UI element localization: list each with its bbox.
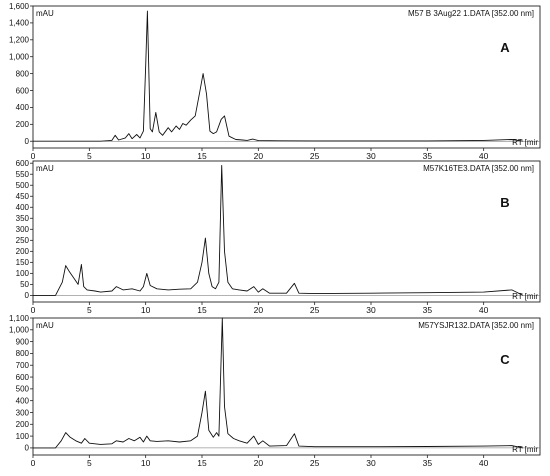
- y-tick-label: 900: [16, 337, 30, 346]
- panel-letter: B: [500, 195, 509, 210]
- y-tick-label: 300: [16, 408, 30, 417]
- y-tick-label: 100: [16, 432, 30, 441]
- x-tick-label: 15: [197, 305, 207, 315]
- y-tick-label: 600: [16, 159, 30, 168]
- y-tick-label: 800: [16, 349, 30, 358]
- y-tick-label: 600: [16, 86, 30, 95]
- y-tick-label: 350: [16, 214, 30, 223]
- panel-letter: C: [500, 352, 510, 367]
- x-tick-label: 30: [366, 151, 376, 161]
- x-tick-label: 5: [87, 458, 92, 468]
- y-tick-label: 1,400: [9, 19, 30, 28]
- y-tick-label: 200: [16, 247, 30, 256]
- plot-frame: [32, 160, 541, 303]
- x-tick-label: 10: [141, 151, 151, 161]
- file-label: M57YSJR132.DATA [352.00 nm]: [418, 321, 534, 330]
- y-tick-label: 300: [16, 225, 30, 234]
- x-tick-label: 15: [197, 151, 207, 161]
- x-tick-label: 35: [423, 151, 433, 161]
- y-tick-label: 200: [16, 120, 30, 129]
- file-label: M57 B 3Aug22 1.DATA [352.00 nm]: [408, 9, 534, 18]
- y-tick-label: 0: [25, 444, 30, 453]
- x-tick-label: 25: [310, 151, 320, 161]
- y-axis-unit-label: mAU: [36, 164, 54, 173]
- y-tick-label: 1,100: [9, 314, 30, 323]
- x-tick-label: 10: [141, 458, 151, 468]
- x-tick-label: 30: [366, 305, 376, 315]
- y-tick-label: 550: [16, 170, 30, 179]
- x-tick-label: 40: [479, 458, 489, 468]
- y-tick-label: 500: [16, 181, 30, 190]
- x-tick-label: 35: [423, 305, 433, 315]
- y-tick-label: 450: [16, 192, 30, 201]
- y-tick-label: 500: [16, 385, 30, 394]
- x-tick-label: 5: [87, 151, 92, 161]
- y-tick-label: 0: [25, 291, 30, 300]
- chromatogram-trace: [33, 10, 524, 142]
- y-axis-unit-label: mAU: [36, 9, 54, 18]
- x-tick-label: 20: [254, 458, 264, 468]
- chromatogram-trace: [33, 317, 524, 449]
- y-tick-label: 400: [16, 203, 30, 212]
- x-tick-label: 10: [141, 305, 151, 315]
- x-tick-label: 15: [197, 458, 207, 468]
- y-tick-label: 400: [16, 103, 30, 112]
- x-tick-label: 40: [479, 305, 489, 315]
- x-tick-label: 35: [423, 458, 433, 468]
- x-tick-label: 0: [31, 151, 36, 161]
- x-tick-label: 0: [31, 305, 36, 315]
- y-tick-label: 0: [25, 137, 30, 146]
- panel-letter: A: [500, 40, 510, 55]
- y-tick-label: 50: [20, 280, 29, 289]
- plot-frame: [32, 317, 541, 456]
- y-tick-label: 600: [16, 373, 30, 382]
- y-tick-label: 1,200: [9, 36, 30, 45]
- y-tick-label: 800: [16, 69, 30, 78]
- x-tick-label: 20: [254, 305, 264, 315]
- y-tick-label: 1,000: [9, 326, 30, 335]
- y-tick-label: 150: [16, 258, 30, 267]
- y-tick-label: 200: [16, 420, 30, 429]
- file-label: M57K16TE3.DATA [352.00 nm]: [423, 164, 534, 173]
- x-axis-title: RT [mir: [512, 445, 538, 454]
- x-axis-title: RT [mir: [512, 138, 538, 147]
- x-tick-label: 40: [479, 151, 489, 161]
- y-tick-label: 700: [16, 361, 30, 370]
- x-tick-label: 30: [366, 458, 376, 468]
- x-tick-label: 25: [310, 305, 320, 315]
- y-tick-label: 1,000: [9, 53, 30, 62]
- x-tick-label: 20: [254, 151, 264, 161]
- x-tick-label: 25: [310, 458, 320, 468]
- x-tick-label: 5: [87, 305, 92, 315]
- y-tick-label: 250: [16, 236, 30, 245]
- x-axis-title: RT [mir: [512, 292, 538, 301]
- x-tick-label: 0: [31, 458, 36, 468]
- y-axis-unit-label: mAU: [36, 321, 54, 330]
- chromatogram-trace: [33, 164, 524, 296]
- y-tick-label: 100: [16, 269, 30, 278]
- y-tick-label: 400: [16, 396, 30, 405]
- plot-frame: [32, 5, 541, 149]
- y-tick-label: 1,600: [9, 2, 30, 11]
